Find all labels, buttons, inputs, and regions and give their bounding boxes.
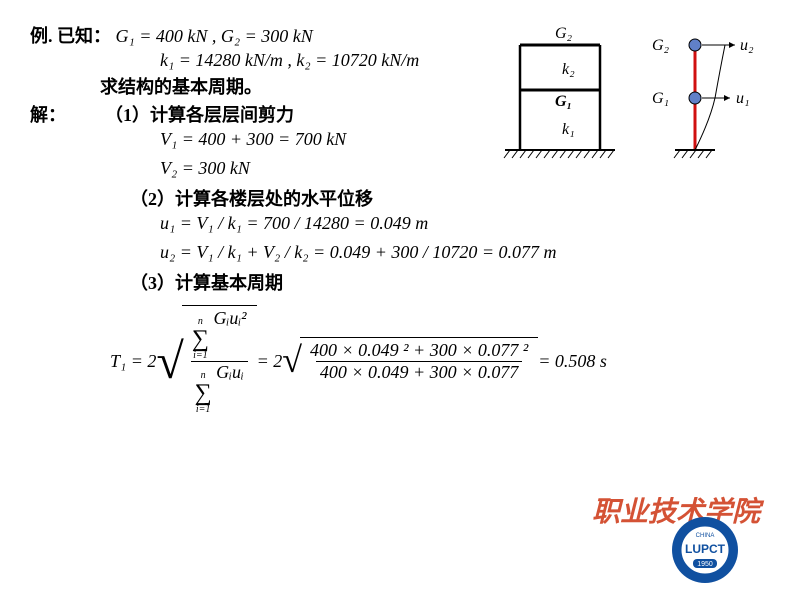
- given-1: G₁ = 400 kN , G₂ = 300 kN: [116, 26, 313, 46]
- label-g2: G₂: [555, 25, 573, 42]
- rhs-num: 400 × 0.049 ² + 300 × 0.077 ²: [306, 340, 532, 361]
- label-u2: u₂: [740, 37, 754, 54]
- step2-eq1: u₁ = V₁ / k₁ = 700 / 14280 = 0.049 m: [30, 213, 770, 234]
- t1-label: T₁ = 2: [110, 351, 156, 372]
- logo-top: CHINA: [696, 533, 715, 539]
- step1-title: （1）计算各层层间剪力: [105, 105, 294, 125]
- logo-mid: LUPCT: [685, 542, 726, 556]
- sqrt-body-right: 400 × 0.049 ² + 300 × 0.077 ² 400 × 0.04…: [300, 337, 538, 385]
- label-u1: u₁: [736, 90, 750, 107]
- university-logo: CHINA LUPCT 1950: [670, 515, 740, 585]
- frac-num-left: n ∑ i=1 Gᵢuᵢ²: [188, 308, 251, 361]
- label-g1-b: G₁: [652, 90, 669, 107]
- equals-2: = 2: [257, 351, 283, 372]
- label-k1: k₁: [562, 121, 575, 138]
- step2-eq2: u₂ = V₁ / k₁ + V₂ / k₂ = 0.049 + 300 / 1…: [30, 242, 770, 263]
- solution-label: 解：: [30, 105, 66, 125]
- radical-icon: √: [156, 344, 183, 379]
- sqrt-left: √ n ∑ i=1 Gᵢuᵢ² n ∑ i=1 G: [156, 305, 256, 417]
- sigma-top: n ∑ i=1: [192, 317, 209, 361]
- sigma-bot: n ∑ i=1: [195, 371, 212, 415]
- rhs-den: 400 × 0.049 + 300 × 0.077: [316, 361, 522, 383]
- sqrt-body-left: n ∑ i=1 Gᵢuᵢ² n ∑ i=1 Gᵢuᵢ: [182, 305, 257, 417]
- period-formula: T₁ = 2 √ n ∑ i=1 Gᵢuᵢ² n ∑ i=1: [30, 305, 770, 417]
- logo-year: 1950: [697, 561, 713, 568]
- fraction-right: 400 × 0.049 ² + 300 × 0.077 ² 400 × 0.04…: [306, 340, 532, 383]
- fraction-left: n ∑ i=1 Gᵢuᵢ² n ∑ i=1 Gᵢuᵢ: [188, 308, 251, 415]
- stick-diagram: G₂ G₁ u₂ u₁: [640, 20, 770, 170]
- step3-title: （3）计算基本周期: [30, 269, 770, 295]
- result: = 0.508 s: [538, 351, 607, 372]
- frac-den-left: n ∑ i=1 Gᵢuᵢ: [191, 361, 248, 415]
- example-prefix: 例. 已知：: [30, 26, 111, 46]
- given-2: k₁ = 14280 kN/m , k₂ = 10720 kN/m: [160, 50, 419, 70]
- label-k2: k₂: [562, 61, 575, 78]
- den-expr: Gᵢuᵢ: [216, 362, 244, 382]
- label-g2-b: G₂: [652, 37, 670, 54]
- frame-diagram: G₂ k₂ G₁ k₁: [500, 20, 620, 170]
- sqrt-right: √ 400 × 0.049 ² + 300 × 0.077 ² 400 × 0.…: [282, 337, 538, 385]
- label-g1: G₁: [555, 93, 572, 110]
- step2-title: （2）计算各楼层处的水平位移: [30, 185, 770, 211]
- num-expr: Gᵢuᵢ²: [213, 308, 246, 328]
- diagram-area: G₂ k₂ G₁ k₁ G₂ G₁ u₂ u₁: [500, 20, 770, 170]
